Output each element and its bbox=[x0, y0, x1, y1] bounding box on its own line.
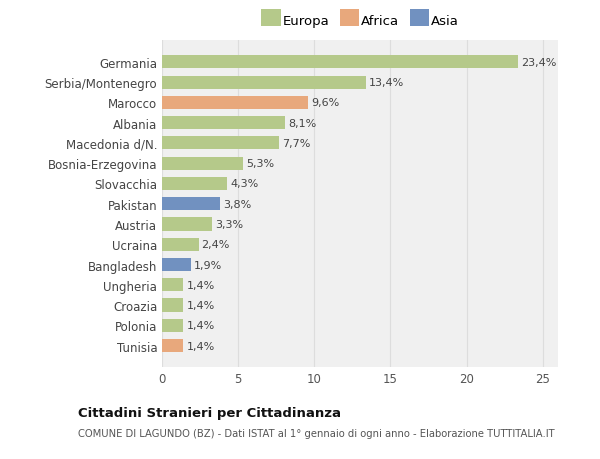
Text: 2,4%: 2,4% bbox=[202, 240, 230, 250]
Bar bbox=[162, 56, 518, 69]
Text: 1,4%: 1,4% bbox=[187, 320, 215, 330]
Text: 7,7%: 7,7% bbox=[283, 139, 311, 149]
Text: COMUNE DI LAGUNDO (BZ) - Dati ISTAT al 1° gennaio di ogni anno - Elaborazione TU: COMUNE DI LAGUNDO (BZ) - Dati ISTAT al 1… bbox=[78, 428, 554, 438]
Bar bbox=[162, 299, 184, 312]
Text: 23,4%: 23,4% bbox=[521, 58, 557, 67]
Bar bbox=[162, 76, 366, 90]
Legend: Europa, Africa, Asia: Europa, Africa, Asia bbox=[259, 12, 461, 31]
Bar bbox=[162, 319, 184, 332]
Bar bbox=[162, 339, 184, 353]
Text: 13,4%: 13,4% bbox=[369, 78, 404, 88]
Text: 5,3%: 5,3% bbox=[246, 159, 274, 169]
Text: 4,3%: 4,3% bbox=[230, 179, 259, 189]
Bar bbox=[162, 117, 286, 130]
Bar bbox=[162, 178, 227, 190]
Bar bbox=[162, 279, 184, 292]
Text: 1,4%: 1,4% bbox=[187, 300, 215, 310]
Text: 3,3%: 3,3% bbox=[215, 219, 244, 230]
Text: 3,8%: 3,8% bbox=[223, 199, 251, 209]
Bar bbox=[162, 218, 212, 231]
Text: 1,4%: 1,4% bbox=[187, 341, 215, 351]
Text: 9,6%: 9,6% bbox=[311, 98, 340, 108]
Bar bbox=[162, 157, 243, 170]
Bar bbox=[162, 238, 199, 251]
Text: Cittadini Stranieri per Cittadinanza: Cittadini Stranieri per Cittadinanza bbox=[78, 406, 341, 419]
Bar bbox=[162, 137, 279, 150]
Text: 1,9%: 1,9% bbox=[194, 260, 222, 270]
Bar bbox=[162, 258, 191, 271]
Text: 1,4%: 1,4% bbox=[187, 280, 215, 290]
Bar bbox=[162, 96, 308, 110]
Bar bbox=[162, 198, 220, 211]
Text: 8,1%: 8,1% bbox=[289, 118, 317, 129]
